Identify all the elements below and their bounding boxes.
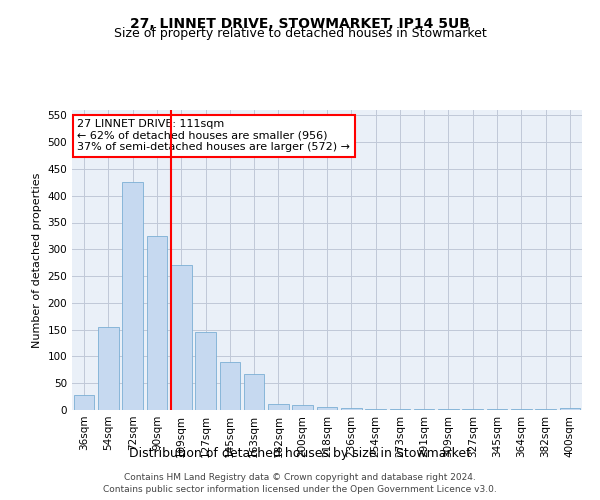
Text: 27 LINNET DRIVE: 111sqm
← 62% of detached houses are smaller (956)
37% of semi-d: 27 LINNET DRIVE: 111sqm ← 62% of detache… (77, 119, 350, 152)
Text: Contains public sector information licensed under the Open Government Licence v3: Contains public sector information licen… (103, 485, 497, 494)
Bar (292, 404, 313, 410)
Bar (74, 395, 94, 410)
Bar (122, 182, 143, 410)
Bar (244, 374, 265, 410)
Bar (98, 327, 119, 410)
Text: Size of property relative to detached houses in Stowmarket: Size of property relative to detached ho… (113, 28, 487, 40)
Bar (560, 408, 580, 410)
Bar (171, 266, 191, 410)
Bar (195, 332, 216, 410)
Bar (268, 404, 289, 410)
Text: Contains HM Land Registry data © Crown copyright and database right 2024.: Contains HM Land Registry data © Crown c… (124, 472, 476, 482)
Bar (341, 408, 362, 410)
Y-axis label: Number of detached properties: Number of detached properties (32, 172, 42, 348)
Bar (146, 236, 167, 410)
Text: 27, LINNET DRIVE, STOWMARKET, IP14 5UB: 27, LINNET DRIVE, STOWMARKET, IP14 5UB (130, 18, 470, 32)
Bar (317, 408, 337, 410)
Text: Distribution of detached houses by size in Stowmarket: Distribution of detached houses by size … (129, 448, 471, 460)
Bar (220, 362, 240, 410)
